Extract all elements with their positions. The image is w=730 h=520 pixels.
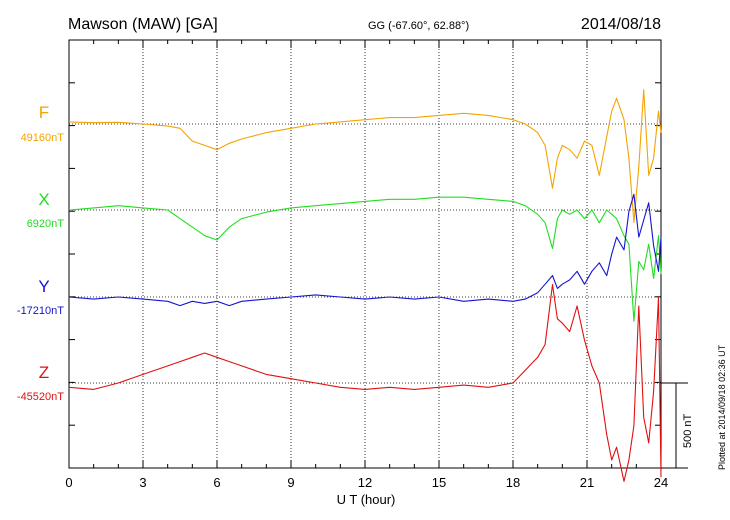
x-tick-label-15: 15 bbox=[432, 475, 446, 490]
series-labels: F 49160nT X 6920nT Y -17210nT Z -45520nT bbox=[17, 103, 64, 403]
scale-bar-label: 500 nT bbox=[682, 413, 694, 448]
date-label: 2014/08/18 bbox=[581, 16, 661, 33]
series-line-Y bbox=[68, 193, 662, 307]
x-tick-label-3: 3 bbox=[139, 475, 146, 490]
series-name-Z: Z bbox=[39, 363, 49, 382]
series-name-Y: Y bbox=[38, 277, 49, 296]
grid-lines bbox=[142, 40, 588, 468]
x-tick-label-12: 12 bbox=[358, 475, 372, 490]
series-name-X: X bbox=[38, 190, 49, 209]
x-tick-label-18: 18 bbox=[506, 475, 520, 490]
x-tick-label-6: 6 bbox=[213, 475, 220, 490]
series-lines bbox=[68, 89, 662, 482]
x-tick-label-9: 9 bbox=[287, 475, 294, 490]
x-axis-label: U T (hour) bbox=[337, 492, 396, 507]
series-line-F bbox=[68, 89, 662, 223]
x-tick-labels: 0 3 6 9 12 15 18 21 24 bbox=[65, 475, 668, 490]
coordinates-label: GG (-67.60°, 62.88°) bbox=[368, 20, 469, 32]
series-baseline-label-Z: -45520nT bbox=[17, 391, 64, 403]
x-tick-label-21: 21 bbox=[580, 475, 594, 490]
series-name-F: F bbox=[39, 103, 49, 122]
scale-bar: 500 nT bbox=[661, 382, 694, 469]
plotted-at-label: Plotted at 2014/09/18 02:36 UT bbox=[717, 344, 727, 470]
series-line-X bbox=[68, 196, 662, 322]
series-baseline-label-Y: -17210nT bbox=[17, 305, 64, 317]
series-baseline-label-X: 6920nT bbox=[27, 218, 65, 230]
series-baseline-label-F: 49160nT bbox=[21, 132, 65, 144]
axis-ticks bbox=[68, 39, 662, 469]
series-line-Z bbox=[68, 284, 662, 482]
x-tick-label-0: 0 bbox=[65, 475, 72, 490]
station-title: Mawson (MAW) [GA] bbox=[68, 16, 218, 33]
x-tick-label-24: 24 bbox=[654, 475, 668, 490]
